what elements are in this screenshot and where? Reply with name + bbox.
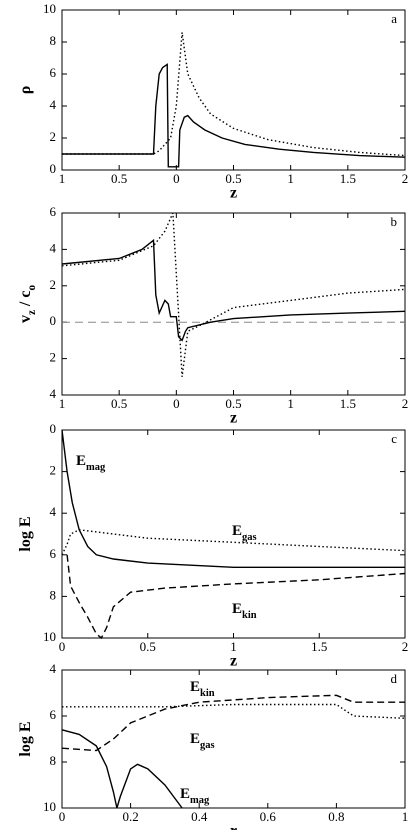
y-tick-label: 8 (50, 33, 57, 48)
series-annotation: Egas (232, 523, 257, 542)
y-tick-label: 6 (50, 546, 57, 561)
x-axis-title: r (230, 823, 237, 830)
y-tick-label: 8 (50, 753, 57, 768)
panel-label: b (391, 214, 398, 229)
x-tick-label: 1 (59, 171, 66, 186)
series-line (61, 238, 406, 342)
series-annotation: Ekin (190, 679, 215, 698)
panel-label: a (391, 11, 397, 26)
panel-label: c (391, 431, 397, 446)
series-annotation-part: mag (190, 795, 210, 806)
series-line (61, 212, 406, 377)
series-annotation-part: kin (242, 610, 257, 621)
y-tick-label: 2 (50, 463, 57, 478)
series-annotation: Ekin (232, 601, 257, 620)
y-tick-label: 4 (50, 97, 57, 112)
y-axis-title-part: log E (17, 721, 34, 756)
series-line (66, 554, 406, 640)
series-annotation-part: E (180, 786, 190, 802)
x-tick-label: 1.5 (340, 171, 356, 186)
series-line (61, 429, 405, 568)
x-tick-label: 1 (287, 396, 294, 411)
y-axis-title: ρ (17, 86, 34, 95)
y-tick-label: 4 (50, 240, 57, 255)
series-annotation-part: gas (242, 532, 257, 543)
x-tick-label: 0.5 (111, 171, 127, 186)
y-tick-label: 10 (43, 629, 56, 644)
panel-label: d (391, 671, 398, 686)
y-tick-label: 2 (50, 350, 57, 365)
y-axis-title-part: ρ (17, 86, 34, 95)
x-tick-label: 2 (402, 171, 409, 186)
y-axis-title-part: / c (17, 291, 34, 311)
series-line (61, 729, 183, 809)
plot-frame (61, 9, 406, 171)
x-tick-label: 0.5 (225, 396, 241, 411)
y-tick-label: 6 (50, 707, 57, 722)
x-tick-label: 0.5 (111, 396, 127, 411)
y-axis-title-part: log E (17, 516, 34, 551)
series-line (62, 32, 406, 157)
x-axis-title: z (230, 410, 237, 427)
x-tick-label: 0.2 (122, 809, 138, 824)
x-tick-label: 2 (402, 396, 409, 411)
series-annotation: Egas (190, 731, 215, 750)
x-tick-label: 0 (173, 171, 180, 186)
series-line (61, 529, 406, 556)
series-annotation-part: mag (86, 462, 106, 473)
series-annotation-part: E (232, 601, 242, 617)
y-tick-label: 0 (50, 313, 57, 328)
y-axis-title-part: v (17, 315, 34, 323)
series-annotation: Emag (76, 453, 106, 472)
y-tick-label: 10 (43, 799, 56, 814)
x-tick-label: 1 (287, 171, 294, 186)
x-tick-label: 0 (59, 639, 66, 654)
x-tick-label: 1 (402, 809, 409, 824)
y-tick-label: 8 (50, 587, 57, 602)
series-annotation-part: E (232, 523, 242, 539)
x-tick-label: 1.5 (311, 639, 327, 654)
y-tick-label: 6 (50, 204, 57, 219)
y-tick-label: 0 (50, 161, 57, 176)
series-line (62, 63, 406, 168)
series-annotation-part: E (76, 453, 86, 469)
series-line (61, 694, 405, 752)
x-tick-label: 0.5 (225, 171, 241, 186)
plot-frame (61, 669, 406, 809)
y-axis-title-part: z (26, 310, 38, 315)
x-tick-label: 1 (230, 639, 237, 654)
y-tick-label: 2 (50, 277, 57, 292)
x-tick-label: 0.4 (191, 809, 208, 824)
x-tick-label: 1 (59, 396, 66, 411)
y-tick-label: 10 (43, 1, 56, 16)
y-axis-title: vz / co (17, 285, 38, 324)
y-tick-label: 4 (50, 661, 57, 676)
y-tick-label: 6 (50, 65, 57, 80)
y-tick-label: 4 (50, 504, 57, 519)
x-tick-label: 0 (59, 809, 66, 824)
series-annotation: Emag (180, 786, 210, 805)
x-axis-title: z (230, 653, 237, 670)
series-annotation-part: gas (200, 740, 215, 751)
x-tick-label: 2 (402, 639, 409, 654)
x-axis-title: z (230, 185, 237, 202)
series-line (62, 703, 406, 719)
series-annotation-part: kin (200, 688, 215, 699)
y-axis-title: log E (17, 721, 34, 756)
x-tick-label: 0.6 (260, 809, 277, 824)
series-annotation-part: E (190, 731, 200, 747)
y-axis-title-part: o (26, 285, 38, 291)
series-annotation-part: E (190, 679, 200, 695)
y-tick-label: 4 (50, 386, 57, 401)
x-tick-label: 1.5 (340, 396, 356, 411)
y-tick-label: 2 (50, 129, 57, 144)
x-tick-label: 0 (173, 396, 180, 411)
plot-frame (61, 212, 406, 396)
x-tick-label: 0.8 (328, 809, 344, 824)
y-axis-title: log E (17, 516, 34, 551)
y-tick-label: 0 (50, 421, 57, 436)
x-tick-label: 0.5 (140, 639, 156, 654)
